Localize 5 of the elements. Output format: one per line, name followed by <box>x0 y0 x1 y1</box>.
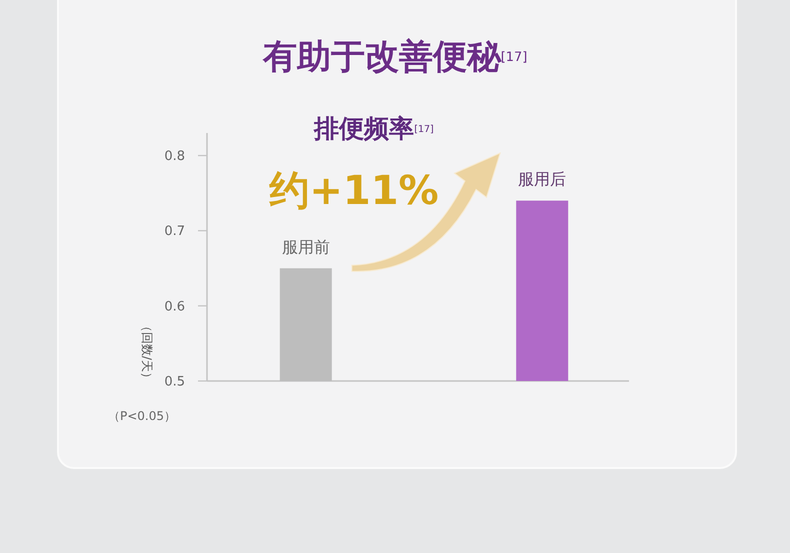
ylabel: （回数/天） <box>140 320 154 384</box>
title: 有助于改善便秘$^{[17]}$ <box>262 37 528 77</box>
annotation: （P<0.05） <box>108 409 176 423</box>
subtitle: 排便频率$^{[17]}$ <box>314 114 434 143</box>
annotation: 约+11% <box>269 168 439 214</box>
